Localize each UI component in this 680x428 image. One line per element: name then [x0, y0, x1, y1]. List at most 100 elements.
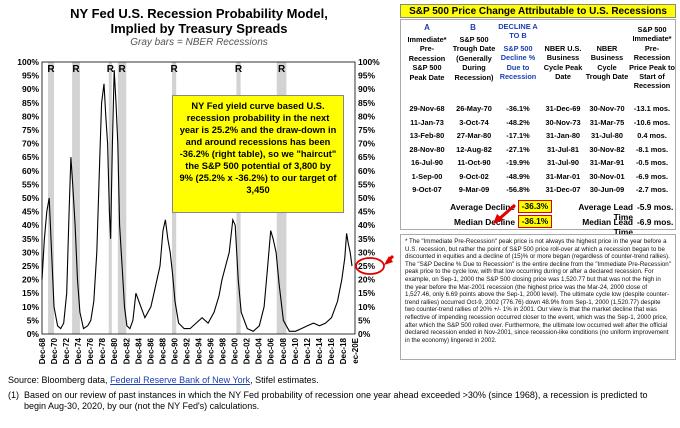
x-tick-label: Dec-98 — [219, 337, 228, 364]
y-tick-label-right: 5% — [358, 315, 371, 325]
recession-marker: R — [72, 64, 80, 75]
y-tick-label-right: 25% — [358, 261, 375, 271]
table-cell: 31-Jul-90 — [546, 158, 580, 167]
recession-marker: R — [235, 64, 243, 75]
x-tick-label: Dec-20E — [351, 337, 360, 364]
y-tick-label-right: 100% — [358, 57, 380, 67]
y-tick-label-right: 65% — [358, 152, 375, 162]
y-tick-label-left: 0% — [27, 329, 40, 339]
x-tick-label: Dec-78 — [98, 337, 107, 364]
chart-title-line2: Implied by Treasury Spreads — [110, 21, 288, 36]
x-tick-label: Dec-08 — [279, 337, 288, 364]
y-tick-label-right: 75% — [358, 125, 375, 135]
y-tick-label-left: 85% — [22, 98, 39, 108]
x-tick-label: Dec-72 — [62, 337, 71, 364]
table-row: 11-Jan-73 3-Oct-74 -48.2% 30-Nov-73 31-Mar-7… — [401, 118, 677, 131]
x-tick-label: Dec-16 — [327, 337, 336, 364]
table-cell: 31-Mar-91 — [589, 158, 625, 167]
x-tick-label: Dec-94 — [195, 337, 204, 364]
table-cell: 31-Jan-80 — [545, 131, 581, 140]
table-cell: 30-Nov-82 — [589, 144, 625, 154]
table-cell: 11-Oct-90 — [457, 158, 491, 167]
x-tick-label: Dec-90 — [170, 337, 179, 364]
x-tick-label: Dec-82 — [122, 337, 131, 364]
median-decline-label: Median Decline — [454, 217, 515, 227]
table-cell: -56.8% — [506, 185, 530, 194]
y-tick-label-left: 75% — [22, 125, 39, 135]
plot-frame — [41, 61, 356, 335]
x-tick-label: Dec-86 — [146, 337, 155, 364]
y-tick-label-right: 40% — [358, 220, 375, 230]
col-head-lead-time: S&P 500 Immediate* Pre- Recession Price … — [629, 25, 675, 91]
methodology-footnote: * The "Immediate Pre-Recession" peak pri… — [400, 234, 676, 360]
table-cell: 26-May-70 — [456, 104, 492, 113]
table-cell: 31-Mar-75 — [589, 117, 625, 127]
y-tick-label-right: 80% — [358, 111, 375, 121]
table-row: 29-Nov-68 26-May-70 -36.1% 31-Dec-69 30-Nov-… — [401, 104, 677, 117]
probability-line — [41, 70, 353, 332]
highlight-arrowhead-icon — [384, 256, 393, 265]
recession-marker: R — [118, 64, 126, 75]
y-tick-label-right: 30% — [358, 247, 375, 257]
source-link[interactable]: Federal Reserve Bank of New York — [110, 375, 251, 385]
chart-title: NY Fed U.S. Recession Probability Model,… — [0, 6, 398, 36]
table-cell: -13.1 mos. — [633, 104, 671, 113]
table-cell: 31-Dec-69 — [545, 104, 581, 113]
y-tick-label-right: 90% — [358, 84, 375, 94]
y-tick-label-right: 95% — [358, 71, 375, 81]
source-prefix: Source: Bloomberg data, — [8, 375, 111, 385]
y-tick-label-right: 55% — [358, 179, 375, 189]
table-cell: -48.2% — [506, 117, 530, 127]
recession-marker: R — [171, 64, 179, 75]
table-cell: 13-Feb-80 — [409, 131, 445, 140]
y-tick-label-right: 15% — [358, 288, 375, 298]
table-cell: 30-Nov-73 — [545, 117, 581, 127]
col-head-nber-trough: NBER Business Cycle Trough Date — [585, 44, 629, 82]
col-letter-a: A — [424, 23, 430, 32]
y-tick-label-left: 90% — [22, 84, 39, 94]
table-cell: 3-Oct-74 — [459, 117, 489, 127]
y-tick-label-left: 50% — [22, 193, 39, 203]
table-cell: 30-Nov-01 — [589, 171, 625, 181]
y-tick-label-left: 30% — [22, 247, 39, 257]
y-tick-label-right: 50% — [358, 193, 375, 203]
y-tick-label-left: 55% — [22, 179, 39, 189]
median-decline-value: -36.1% — [518, 215, 552, 228]
y-tick-label-left: 25% — [22, 261, 39, 271]
recession-probability-chart: R R R R R R R 0% 0% 5% 5% 10% 10% 15% 15% 20% 20% 25% 25% 3… — [0, 0, 398, 364]
table-cell: 31-Jul-80 — [590, 131, 624, 140]
table-body: A B DECLINE A TO B Immediate* Pre- Reces… — [400, 19, 677, 237]
y-tick-label-left: 40% — [22, 220, 39, 230]
table-cell: 11-Jan-73 — [410, 117, 444, 127]
y-tick-label-left: 5% — [27, 315, 40, 325]
table-cell: -48.9% — [506, 171, 530, 181]
table-cell: -36.1% — [506, 104, 530, 113]
footnote-1-text: Based on our review of past instances in… — [24, 390, 648, 411]
x-tick-label: Dec-18 — [339, 337, 348, 364]
col-letter-b: B — [470, 23, 476, 32]
table-cell: 31-Mar-01 — [545, 171, 581, 181]
table-cell: 31-Jul-81 — [546, 144, 580, 154]
source-line: Source: Bloomberg data, Federal Reserve … — [8, 375, 319, 385]
table-cell: 1-Sep-00 — [411, 171, 443, 181]
x-tick-label: Dec-96 — [207, 337, 216, 364]
x-tick-label: Dec-06 — [267, 337, 276, 364]
y-tick-label-right: 0% — [358, 329, 371, 339]
y-tick-label-left: 70% — [22, 139, 39, 149]
y-tick-label-left: 100% — [17, 57, 39, 67]
x-tick-label: Dec-02 — [243, 337, 252, 364]
avg-lead-label: Average Lead Time — [578, 202, 633, 222]
y-tick-label-left: 45% — [22, 207, 39, 217]
chart-title-line1: NY Fed U.S. Recession Probability Model, — [70, 6, 328, 21]
avg-decline-label: Average Decline — [450, 202, 515, 212]
table-cell: 9-Mar-09 — [458, 185, 490, 194]
y-tick-label-right: 45% — [358, 207, 375, 217]
y-tick-label-right: 85% — [358, 98, 375, 108]
table-cell: 27-Mar-80 — [456, 131, 492, 140]
table-row: 1-Sep-00 9-Oct-02 -48.9% 31-Mar-01 30-Nov-01… — [401, 172, 677, 185]
x-tick-label: Dec-88 — [158, 337, 167, 364]
col-head-peak-date: Immediate* Pre- Recession S&P 500 Peak D… — [407, 35, 447, 82]
table-cell: -6.9 mos. — [635, 171, 669, 181]
recession-bar — [117, 62, 127, 334]
x-tick-label: Dec-10 — [291, 337, 300, 364]
